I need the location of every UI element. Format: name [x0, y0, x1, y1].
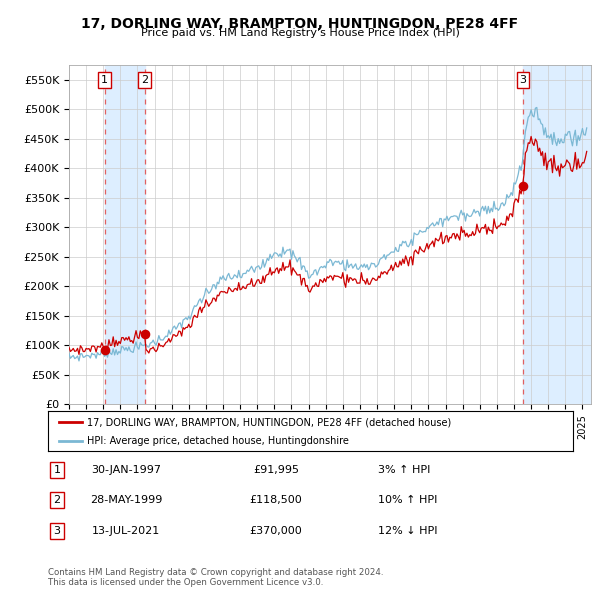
Text: 3: 3	[520, 75, 527, 85]
Text: 2: 2	[53, 496, 61, 505]
Text: 1: 1	[53, 465, 61, 474]
Text: 3% ↑ HPI: 3% ↑ HPI	[378, 465, 430, 474]
Point	[140, 329, 149, 339]
Text: 3: 3	[53, 526, 61, 536]
Text: 17, DORLING WAY, BRAMPTON, HUNTINGDON, PE28 4FF (detached house): 17, DORLING WAY, BRAMPTON, HUNTINGDON, P…	[88, 417, 452, 427]
Text: 13-JUL-2021: 13-JUL-2021	[92, 526, 160, 536]
Text: Contains HM Land Registry data © Crown copyright and database right 2024.
This d: Contains HM Land Registry data © Crown c…	[48, 568, 383, 587]
Text: HPI: Average price, detached house, Huntingdonshire: HPI: Average price, detached house, Hunt…	[88, 435, 349, 445]
Point	[100, 345, 109, 355]
Text: £370,000: £370,000	[250, 526, 302, 536]
Text: 30-JAN-1997: 30-JAN-1997	[91, 465, 161, 474]
Text: Price paid vs. HM Land Registry's House Price Index (HPI): Price paid vs. HM Land Registry's House …	[140, 28, 460, 38]
Text: £91,995: £91,995	[253, 465, 299, 474]
Text: £118,500: £118,500	[250, 496, 302, 505]
Text: 1: 1	[101, 75, 108, 85]
Text: 12% ↓ HPI: 12% ↓ HPI	[378, 526, 437, 536]
Point	[518, 181, 528, 191]
Text: 28-MAY-1999: 28-MAY-1999	[90, 496, 162, 505]
Text: 2: 2	[141, 75, 148, 85]
Text: 17, DORLING WAY, BRAMPTON, HUNTINGDON, PE28 4FF: 17, DORLING WAY, BRAMPTON, HUNTINGDON, P…	[82, 17, 518, 31]
Text: 10% ↑ HPI: 10% ↑ HPI	[378, 496, 437, 505]
Bar	[104, 65, 145, 404]
Bar	[523, 65, 591, 404]
